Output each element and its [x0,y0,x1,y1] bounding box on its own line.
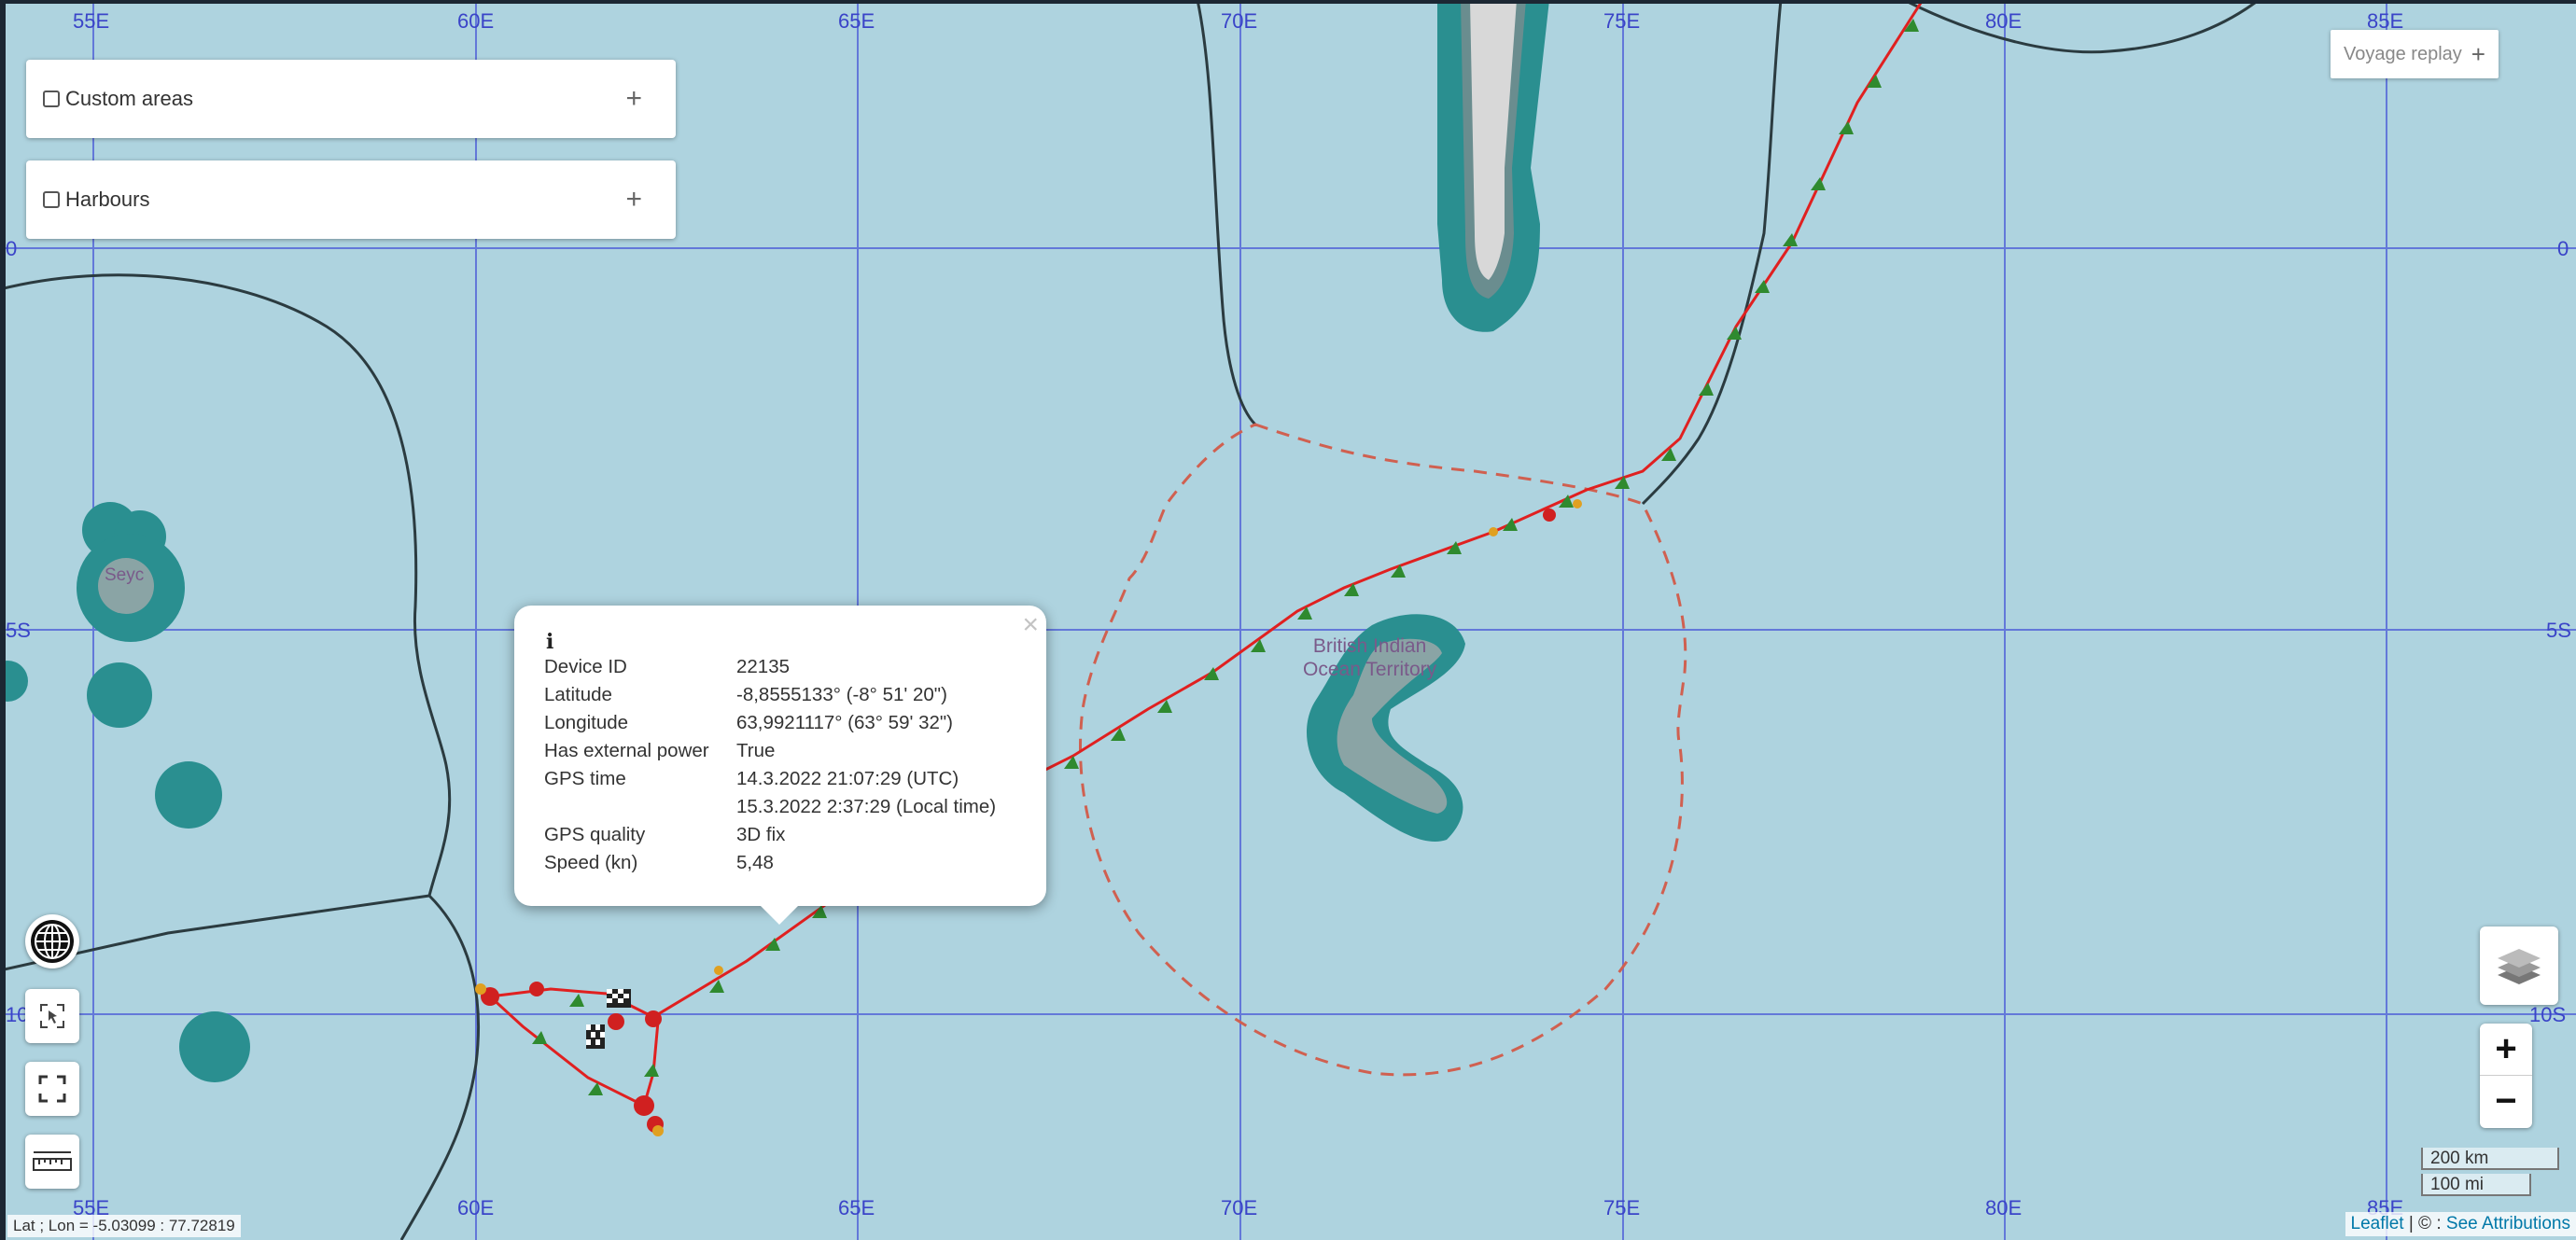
row-value: True [736,740,776,761]
popup-close-button[interactable]: × [1022,609,1039,640]
window-left-border [0,0,6,1240]
row-key: GPS quality [544,824,646,845]
zoom-out-button[interactable]: − [2495,1080,2517,1122]
fullscreen-button[interactable] [25,1062,79,1116]
lon-label-top: 70E [1221,9,1257,33]
harbours-checkbox[interactable] [43,191,60,208]
lon-label-bottom: 60E [457,1196,494,1219]
row-key: Speed (kn) [544,852,638,873]
position-popup: × i Device ID 22135 Latitude -8,8555133° (… [514,606,1046,925]
table-row: GPS time 14.3.2022 21:07:29 (UTC) [544,768,996,796]
ruler-icon [33,1151,72,1171]
leaflet-link[interactable]: Leaflet [2350,1214,2404,1233]
attribution: Leaflet | © : See Attributions [2345,1212,2576,1236]
cursor-coordinates: Lat ; Lon = -5.03099 : 77.72819 [7,1215,241,1237]
table-row: Latitude -8,8555133° (-8° 51' 20") [544,684,996,712]
row-key: GPS time [544,768,626,789]
territory-eez [1079,423,1687,1077]
lon-label-bottom: 80E [1985,1196,2022,1219]
lon-label-bottom: 65E [838,1196,875,1219]
custom-areas-checkbox[interactable] [43,91,60,107]
voyage-replay-button[interactable]: Voyage replay + [2331,30,2499,78]
lat-label-right: 10S [2529,1003,2566,1026]
territory-label: British Indian Ocean Territory [1303,635,1437,680]
globe-icon [31,920,74,963]
attribution-separator: | © : [2403,1214,2446,1233]
lat-label-left: 10 [6,1003,28,1026]
table-row: GPS quality 3D fix [544,824,996,852]
lat-label-right: 0 [2557,237,2569,260]
row-value: 3D fix [736,824,786,845]
lon-label-top: 85E [2367,9,2403,33]
locate-button[interactable] [25,989,79,1043]
lon-label-top: 80E [1985,9,2022,33]
table-row: Device ID 22135 [544,656,996,684]
voyage-replay-label: Voyage replay [2344,43,2462,64]
row-value: 14.3.2022 21:07:29 (UTC) [736,768,959,789]
measure-button[interactable] [25,1135,79,1189]
layers-icon [2498,949,2541,984]
table-row: Has external power True [544,740,996,768]
lon-label-bottom: 75E [1603,1196,1640,1219]
scale-bar-km: 200 km [2421,1148,2559,1170]
vessel-track [475,0,1925,1136]
row-value: -8,8555133° (-8° 51' 20") [736,684,947,705]
window-top-border [0,0,2576,4]
lon-label-top: 65E [838,9,875,33]
harbours-panel[interactable]: Harbours + [26,160,676,239]
globe-button[interactable] [25,914,79,968]
lon-label-top: 55E [73,9,109,33]
table-row: Speed (kn) 5,48 [544,852,996,880]
lon-label-top: 75E [1603,9,1640,33]
row-key: Device ID [544,656,627,677]
fullscreen-icon [38,1075,66,1103]
row-value: 63,9921117° (63° 59' 32") [736,712,953,733]
attributions-link[interactable]: See Attributions [2445,1214,2570,1233]
lon-label-bottom: 70E [1221,1196,1257,1219]
scale-bar-mi: 100 mi [2421,1174,2531,1196]
lon-label-top: 60E [457,9,494,33]
row-key: Longitude [544,712,629,733]
zoom-control: + − [2480,1024,2532,1128]
row-key [544,796,736,824]
lat-label-left: 5S [6,619,31,642]
harbours-label: Harbours [65,188,150,211]
row-key: Has external power [544,740,709,761]
custom-areas-expand-button[interactable]: + [625,83,642,114]
zoom-in-button[interactable]: + [2480,1024,2532,1076]
info-icon: i [546,630,554,654]
harbours-expand-button[interactable]: + [625,184,642,215]
locate-icon [40,1004,64,1028]
lat-label-right: 5S [2546,619,2571,642]
row-key: Latitude [544,684,612,705]
table-row: 15.3.2022 2:37:29 (Local time) [544,796,996,824]
voyage-replay-plus-icon: + [2471,39,2485,68]
popup-details-table: Device ID 22135 Latitude -8,8555133° (-8° … [544,656,996,880]
finish-flag-icons [586,989,631,1049]
lat-label-left: 0 [6,237,17,260]
custom-areas-label: Custom areas [65,87,193,110]
island-label: Seyc [105,565,145,585]
row-value: 22135 [736,656,791,677]
row-value: 15.3.2022 2:37:29 (Local time) [736,796,997,817]
reef-shapes [0,0,1549,1082]
layers-button[interactable] [2480,927,2558,1005]
row-value: 5,48 [736,852,774,873]
custom-areas-panel[interactable]: Custom areas + [26,60,676,138]
table-row: Longitude 63,9921117° (63° 59' 32") [544,712,996,740]
